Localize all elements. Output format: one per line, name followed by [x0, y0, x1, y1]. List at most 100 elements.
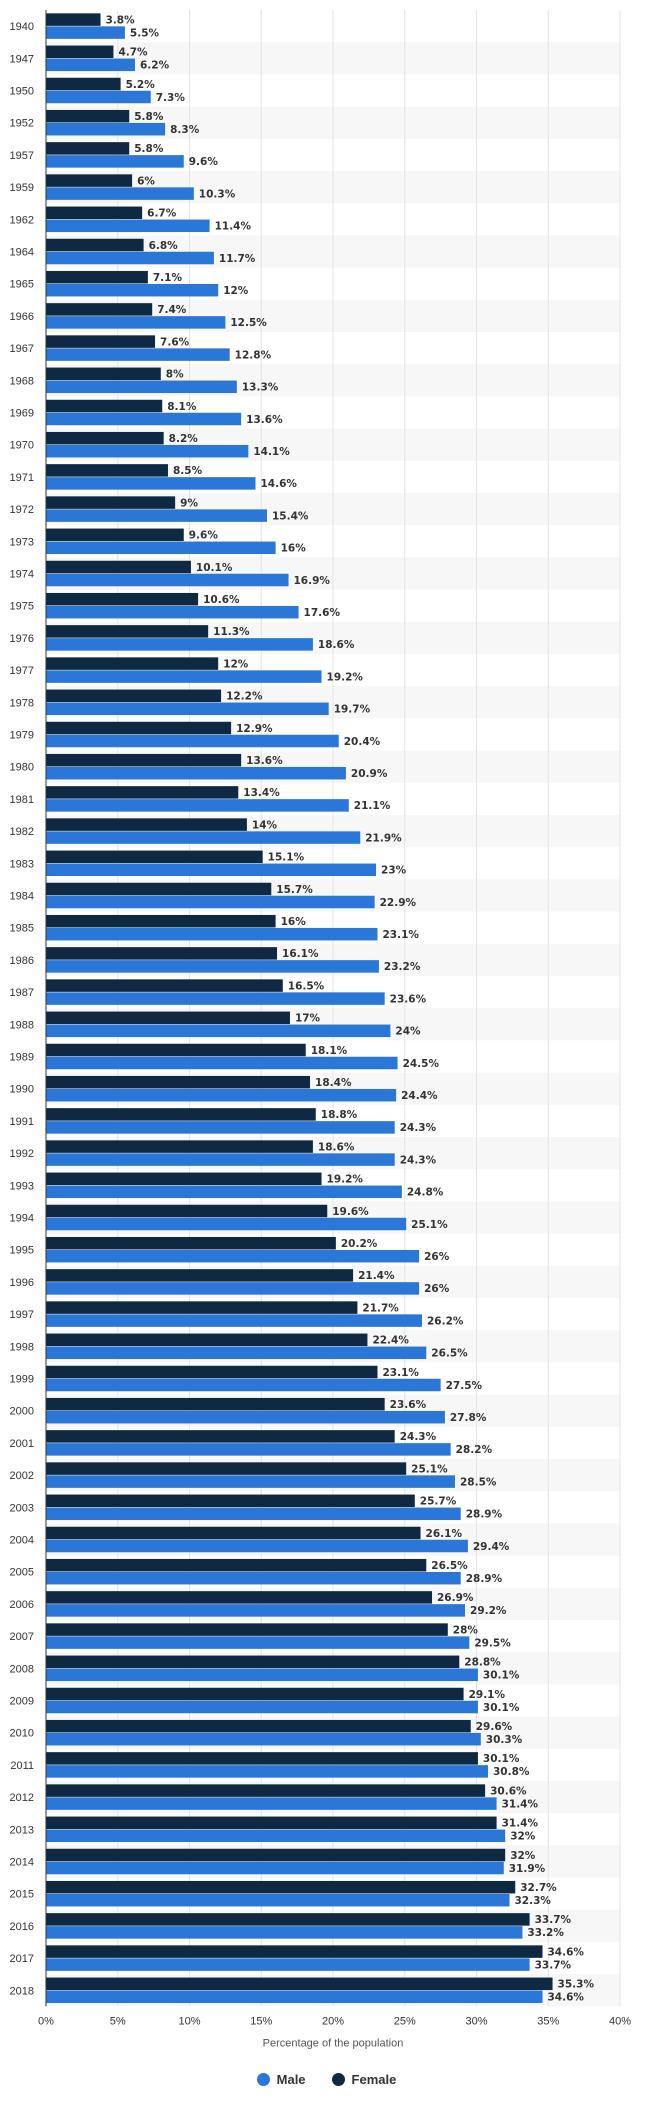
bar-male[interactable]: [46, 1636, 470, 1649]
bar-female[interactable]: [46, 818, 247, 831]
bar-female[interactable]: [46, 1977, 553, 1991]
bar-female[interactable]: [46, 1430, 395, 1443]
bar-female[interactable]: [46, 1494, 415, 1508]
bar-male[interactable]: [46, 1829, 506, 1843]
bar-female[interactable]: [46, 77, 121, 91]
bar-female[interactable]: [46, 1880, 516, 1894]
bar-female[interactable]: [46, 142, 130, 155]
bar-female[interactable]: [46, 1365, 378, 1379]
bar-male[interactable]: [46, 1732, 481, 1746]
bar-female[interactable]: [46, 1301, 358, 1314]
bar-male[interactable]: [46, 638, 313, 651]
bar-male[interactable]: [46, 605, 299, 619]
bar-female[interactable]: [46, 1108, 316, 1121]
bar-male[interactable]: [46, 58, 135, 72]
bar-female[interactable]: [46, 850, 263, 864]
bar-female[interactable]: [46, 335, 156, 348]
bar-female[interactable]: [46, 1172, 322, 1186]
bar-female[interactable]: [46, 1236, 336, 1250]
bar-female[interactable]: [46, 1655, 460, 1669]
bar-female[interactable]: [46, 1526, 421, 1540]
bar-female[interactable]: [46, 1687, 464, 1701]
bar-female[interactable]: [46, 1591, 433, 1604]
bar-male[interactable]: [46, 187, 194, 200]
bar-female[interactable]: [46, 1011, 290, 1025]
bar-female[interactable]: [46, 206, 143, 220]
bar-male[interactable]: [46, 1475, 455, 1488]
bar-male[interactable]: [46, 670, 322, 683]
bar-female[interactable]: [46, 1462, 407, 1475]
legend-item-male[interactable]: Male: [256, 2072, 306, 2087]
bar-male[interactable]: [46, 1282, 420, 1295]
bar-male[interactable]: [46, 1926, 523, 1939]
bar-female[interactable]: [46, 431, 164, 445]
bar-female[interactable]: [46, 721, 232, 735]
bar-male[interactable]: [46, 444, 249, 458]
bar-male[interactable]: [46, 1443, 451, 1456]
bar-female[interactable]: [46, 1913, 530, 1926]
bar-male[interactable]: [46, 831, 361, 844]
bar-female[interactable]: [46, 1752, 478, 1765]
bar-male[interactable]: [46, 1604, 466, 1617]
bar-female[interactable]: [46, 13, 101, 26]
bar-male[interactable]: [46, 1217, 407, 1231]
bar-female[interactable]: [46, 464, 168, 477]
bar-male[interactable]: [46, 1121, 395, 1134]
bar-female[interactable]: [46, 496, 176, 509]
bar-male[interactable]: [46, 1539, 468, 1553]
bar-female[interactable]: [46, 657, 219, 670]
bar-male[interactable]: [46, 799, 349, 812]
bar-male[interactable]: [46, 734, 339, 748]
legend-item-female[interactable]: Female: [331, 2072, 396, 2087]
bar-female[interactable]: [46, 786, 239, 799]
bar-female[interactable]: [46, 1719, 471, 1733]
bar-female[interactable]: [46, 914, 276, 928]
bar-female[interactable]: [46, 109, 130, 123]
bar-female[interactable]: [46, 528, 184, 542]
bar-male[interactable]: [46, 541, 276, 555]
bar-female[interactable]: [46, 1784, 486, 1797]
bar-male[interactable]: [46, 1571, 461, 1585]
bar-male[interactable]: [46, 1893, 510, 1907]
bar-male[interactable]: [46, 895, 375, 909]
bar-male[interactable]: [46, 26, 125, 39]
bar-male[interactable]: [46, 992, 385, 1005]
bar-male[interactable]: [46, 927, 378, 941]
bar-male[interactable]: [46, 1700, 478, 1714]
bar-male[interactable]: [46, 283, 219, 297]
bar-male[interactable]: [46, 477, 256, 490]
bar-female[interactable]: [46, 947, 278, 960]
bar-male[interactable]: [46, 1410, 445, 1424]
bar-male[interactable]: [46, 960, 379, 973]
bar-female[interactable]: [46, 1848, 506, 1862]
bar-female[interactable]: [46, 367, 161, 381]
bar-female[interactable]: [46, 1558, 427, 1572]
bar-female[interactable]: [46, 625, 209, 638]
bar-male[interactable]: [46, 122, 166, 136]
bar-male[interactable]: [46, 1185, 402, 1199]
bar-female[interactable]: [46, 1269, 354, 1282]
bar-female[interactable]: [46, 592, 199, 606]
bar-female[interactable]: [46, 270, 148, 284]
bar-male[interactable]: [46, 1861, 504, 1875]
bar-female[interactable]: [46, 1333, 368, 1347]
bar-male[interactable]: [46, 1153, 395, 1166]
bar-male[interactable]: [46, 863, 377, 877]
bar-male[interactable]: [46, 90, 151, 104]
bar-female[interactable]: [46, 238, 144, 252]
bar-female[interactable]: [46, 399, 163, 413]
bar-female[interactable]: [46, 689, 222, 703]
bar-male[interactable]: [46, 155, 184, 168]
bar-male[interactable]: [46, 219, 210, 233]
bar-male[interactable]: [46, 1668, 478, 1682]
bar-male[interactable]: [46, 1507, 461, 1521]
bar-male[interactable]: [46, 1378, 441, 1392]
bar-male[interactable]: [46, 1314, 422, 1327]
bar-female[interactable]: [46, 1623, 448, 1636]
bar-female[interactable]: [46, 1140, 313, 1153]
bar-male[interactable]: [46, 1088, 397, 1102]
bar-female[interactable]: [46, 303, 153, 316]
bar-female[interactable]: [46, 753, 242, 767]
bar-female[interactable]: [46, 1075, 311, 1089]
bar-male[interactable]: [46, 1024, 391, 1038]
